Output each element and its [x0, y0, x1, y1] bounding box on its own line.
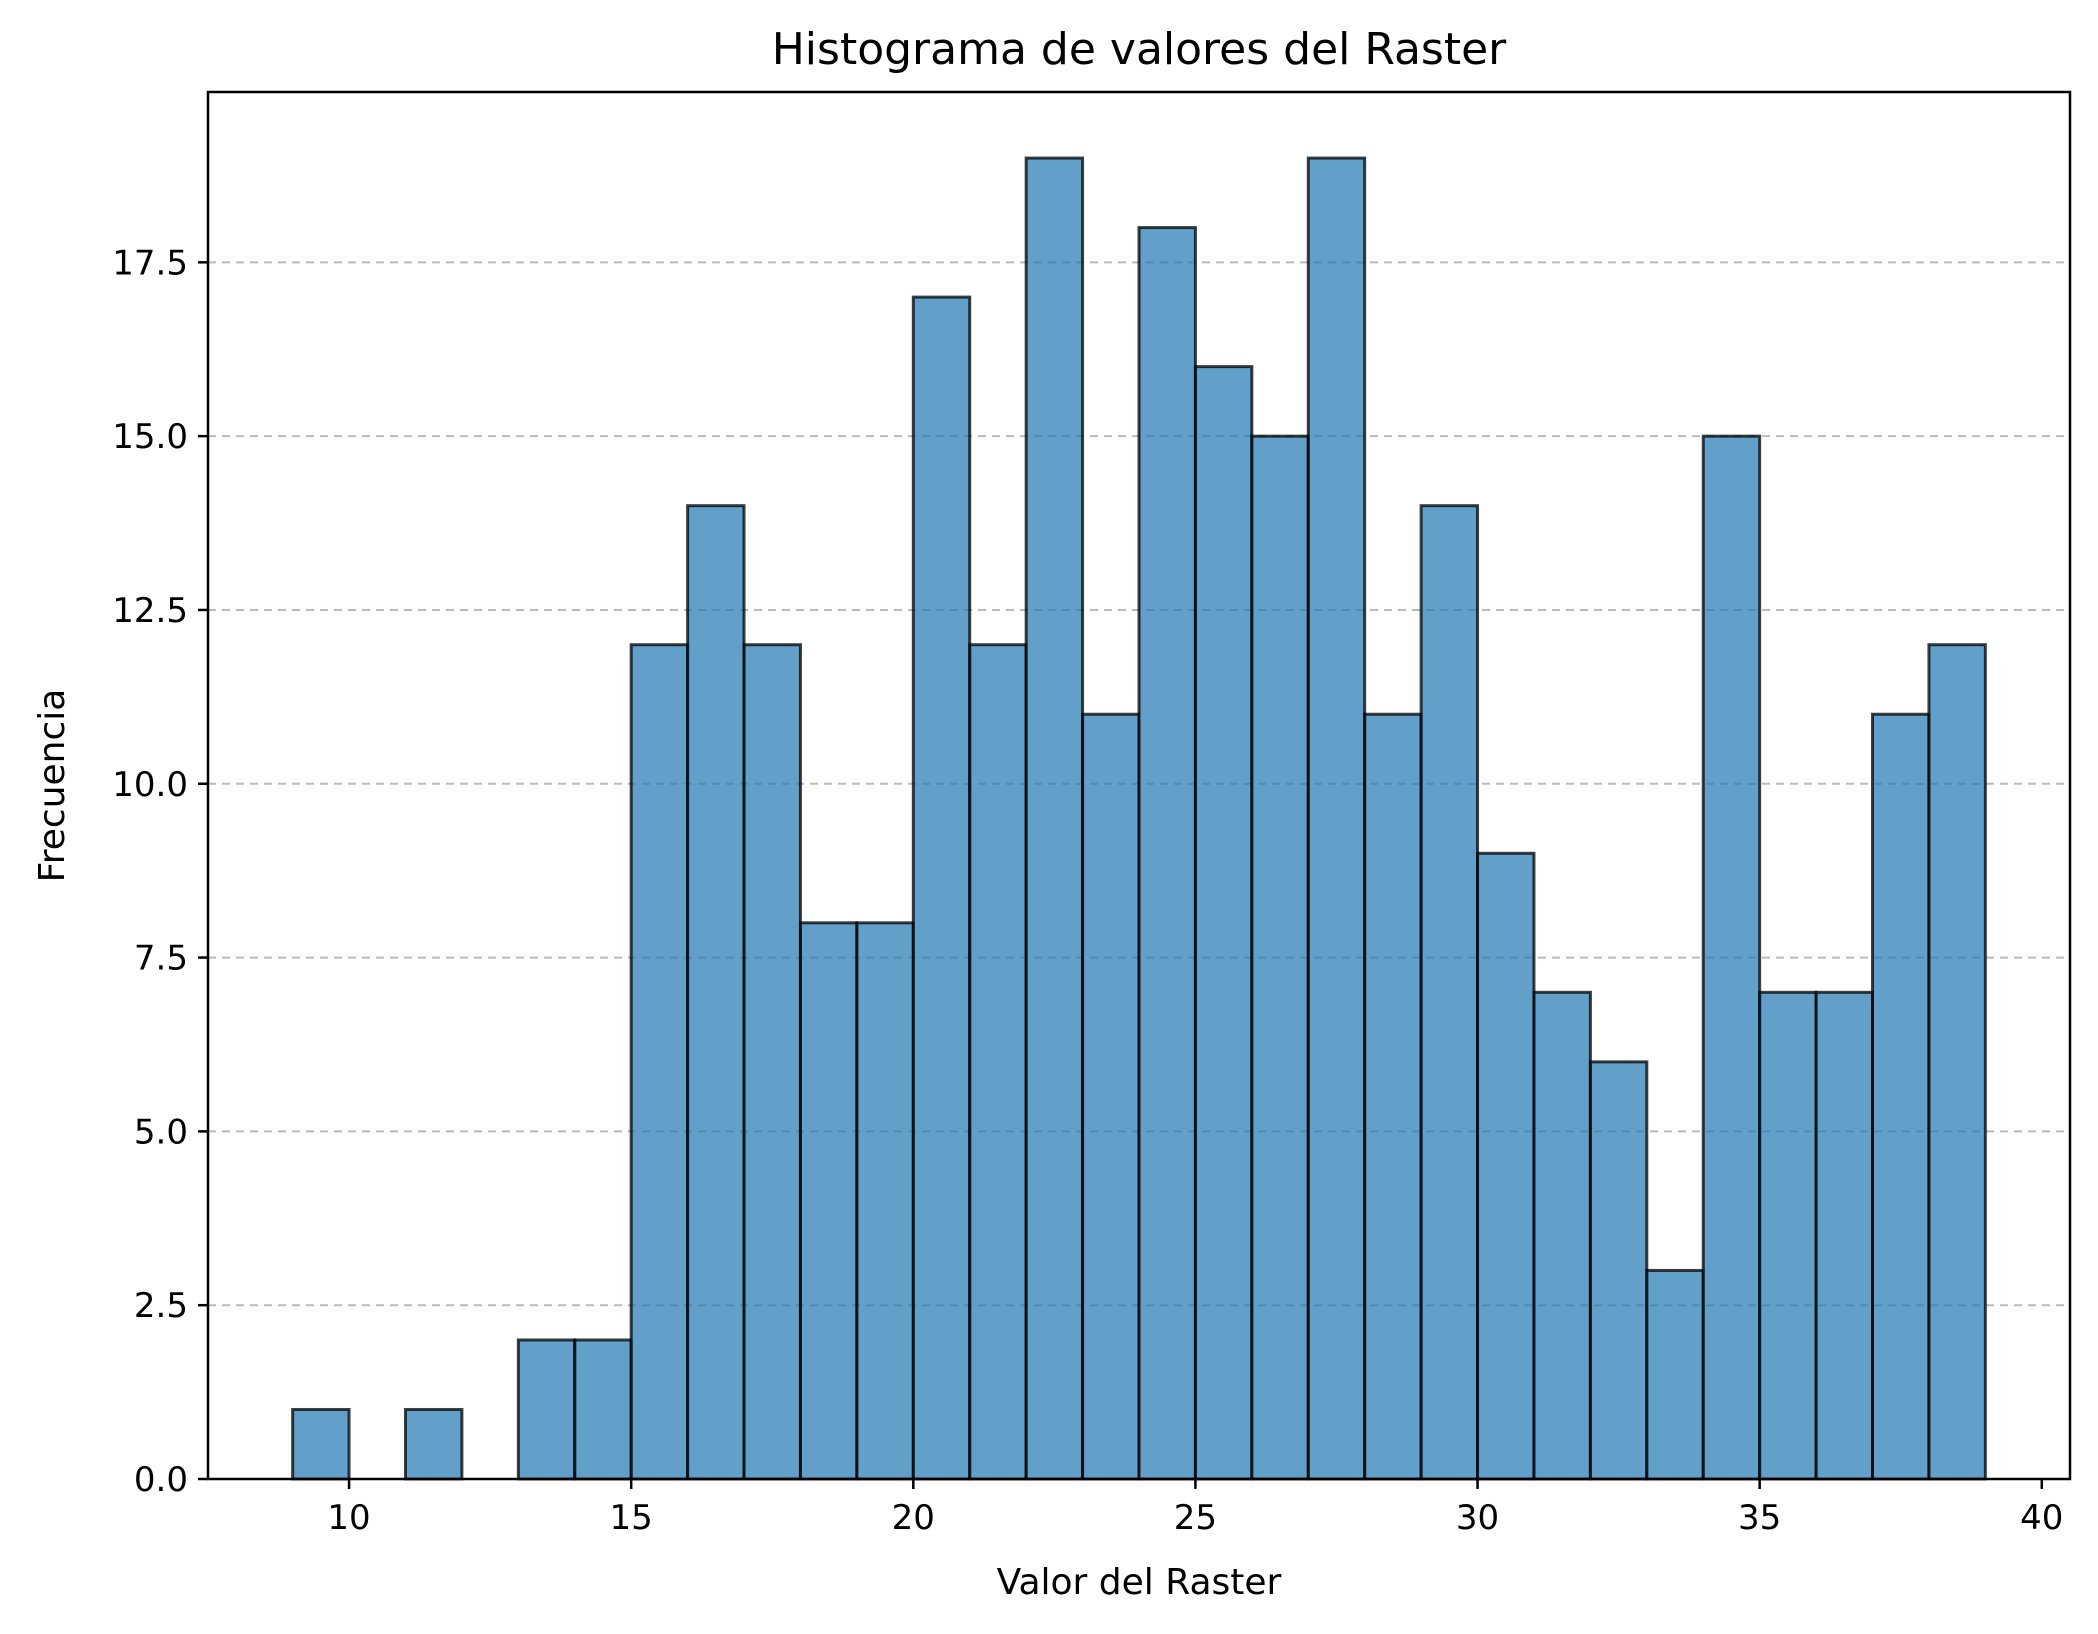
- histogram-bar: [516, 1338, 577, 1481]
- histogram-bar: [1306, 156, 1367, 1481]
- histogram-bar: [968, 643, 1028, 1481]
- histogram-bar: [1363, 712, 1423, 1481]
- histogram-bars: [291, 156, 1987, 1481]
- y-axis-ticks: 0.0 2.5 5.0 7.5 10.0 12.5 15.0 17.5: [112, 243, 208, 1500]
- histogram-bar: [1476, 851, 1536, 1481]
- y-axis-label: Frecuencia: [32, 689, 73, 883]
- histogram-bar: [291, 1407, 351, 1481]
- x-tick-label: 30: [1456, 1498, 1499, 1538]
- x-tick-label: 25: [1174, 1498, 1217, 1538]
- histogram-bar: [1588, 1060, 1649, 1481]
- histogram-bar: [1532, 990, 1592, 1481]
- histogram-bar: [798, 921, 859, 1481]
- chart-title: Histograma de valores del Raster: [772, 24, 1507, 75]
- histogram-bar: [1701, 434, 1762, 1481]
- x-tick-label: 20: [892, 1498, 935, 1538]
- x-tick-label: 10: [327, 1498, 370, 1538]
- histogram-bar: [1871, 712, 1931, 1481]
- y-tick-label: 17.5: [112, 243, 188, 283]
- plot-frame: [206, 90, 2072, 1481]
- histogram-bar: [1250, 434, 1310, 1481]
- x-tick-label: 40: [2020, 1498, 2063, 1538]
- histogram-bar: [855, 921, 915, 1481]
- x-axis-label: Valor del Raster: [997, 1562, 1282, 1603]
- histogram-bar: [1137, 226, 1197, 1481]
- histogram-bar: [1193, 365, 1254, 1481]
- histogram-bar: [573, 1338, 633, 1481]
- y-tick-label: 10.0: [112, 765, 188, 805]
- histogram-bar: [742, 643, 802, 1481]
- y-tick-label: 15.0: [112, 417, 188, 457]
- histogram-bar: [686, 504, 746, 1481]
- y-tick-label: 2.5: [134, 1286, 188, 1326]
- histogram-bar: [403, 1407, 464, 1481]
- x-axis-ticks: 10 15 20 25 30 35 40: [327, 1479, 2063, 1538]
- y-tick-label: 7.5: [134, 939, 188, 979]
- y-tick-label: 12.5: [112, 591, 188, 631]
- histogram-bar: [1024, 156, 1085, 1481]
- x-tick-label: 35: [1738, 1498, 1781, 1538]
- histogram-bar: [1927, 643, 1987, 1481]
- histogram-bar: [911, 295, 972, 1481]
- histogram-bar: [1419, 504, 1480, 1481]
- y-tick-label: 0.0: [134, 1460, 188, 1500]
- histogram-bar: [1081, 712, 1141, 1481]
- histogram-bar: [1814, 990, 1875, 1481]
- x-tick-label: 15: [610, 1498, 653, 1538]
- histogram-bar: [1645, 1268, 1705, 1481]
- histogram-bar: [629, 643, 690, 1481]
- y-tick-label: 5.0: [134, 1112, 188, 1152]
- histogram-bar: [1758, 990, 1818, 1481]
